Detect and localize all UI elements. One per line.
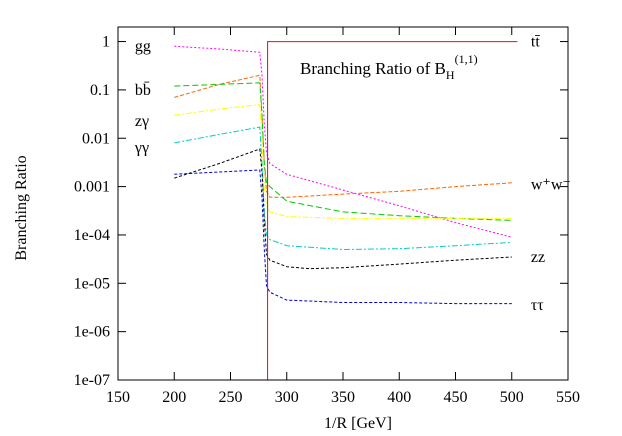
series-line-series	[174, 169, 512, 305]
series-label: ττ	[531, 297, 544, 314]
series-line-zz	[174, 148, 512, 270]
series-label: zγ	[135, 113, 149, 130]
plot-frame	[117, 26, 569, 381]
x-tick-label: 400	[387, 389, 411, 406]
x-tick-label: 300	[275, 389, 299, 406]
chart-title-main: Branching Ratio of B	[300, 59, 446, 78]
x-tick-label: 250	[219, 389, 243, 406]
y-tick-label: 0.1	[90, 82, 110, 99]
series-layer	[174, 41, 518, 380]
series-line-green	[174, 82, 512, 221]
series-line-series	[174, 126, 512, 251]
x-tick-label: 500	[500, 389, 524, 406]
series-label: gg	[135, 38, 151, 55]
series-line-bb	[174, 74, 512, 198]
series-label: w⁺w⁻	[531, 177, 571, 194]
x-tick-label: 200	[162, 389, 186, 406]
y-tick-label: 1	[102, 34, 110, 51]
x-tick-label: 550	[556, 389, 580, 406]
x-axis-title: 1/R [GeV]	[324, 415, 392, 432]
x-tick-label: 150	[106, 389, 130, 406]
y-tick-label: 0.001	[74, 179, 110, 196]
series-label: γγ	[134, 139, 149, 156]
y-tick-label: 1e-04	[74, 227, 110, 244]
y-tick-label: 0.01	[82, 130, 110, 147]
series-line-gg	[174, 45, 512, 238]
chart-title: Branching Ratio of BH(1,1)	[300, 52, 478, 82]
series-label: zz	[531, 249, 545, 266]
series-label: bb̄	[135, 81, 151, 99]
y-tick-label: 1e-05	[74, 275, 110, 292]
x-tick-label: 450	[444, 389, 468, 406]
y-axis-title: Branching Ratio	[13, 155, 30, 260]
label-layer: gg bb̄ zγ γγ tt̄ w⁺w⁻ zz ττ	[134, 34, 571, 314]
series-line-z	[174, 103, 512, 219]
y-tick-label: 1e-07	[74, 372, 110, 389]
chart-title-sub: H	[446, 68, 455, 82]
y-tick-label: 1e-06	[74, 324, 110, 341]
series-label: tt̄	[531, 34, 541, 51]
x-tick-label: 350	[331, 389, 355, 406]
chart-title-sup: (1,1)	[455, 52, 478, 66]
series-line-tt	[267, 41, 518, 380]
tick-layer: 150 200 250 300 350 400 450 500 550 1 0.1 0.01 0.001…	[74, 27, 580, 406]
